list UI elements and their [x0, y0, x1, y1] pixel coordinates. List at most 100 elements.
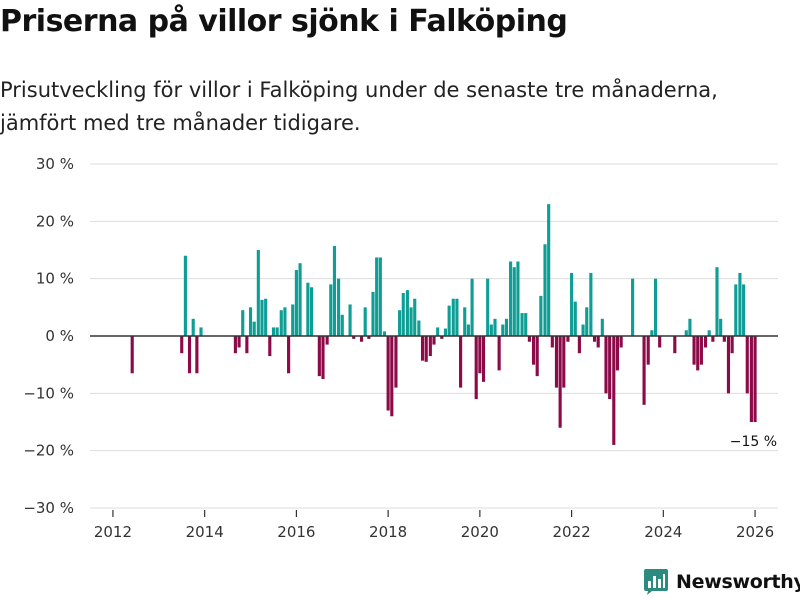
- bar-positive: [199, 327, 203, 336]
- x-tick-label: 2014: [186, 523, 224, 541]
- bar-positive: [742, 284, 746, 336]
- bar-negative: [722, 336, 726, 342]
- x-tick-label: 2026: [736, 523, 774, 541]
- bar-positive: [248, 307, 253, 336]
- bar-positive: [256, 250, 260, 336]
- chart-title: Priserna på villor sjönk i Falköping: [0, 4, 568, 39]
- bar-negative: [478, 336, 482, 374]
- bar-negative: [527, 336, 531, 342]
- bar-positive: [653, 278, 658, 336]
- bar-positive: [348, 304, 352, 336]
- bar-positive: [734, 284, 738, 336]
- x-tick-label: 2024: [644, 523, 682, 541]
- x-tick-label: 2020: [461, 523, 499, 541]
- bar-positive: [275, 327, 279, 336]
- bar-negative: [711, 336, 715, 342]
- bar-positive: [409, 307, 413, 336]
- bar-positive: [719, 318, 723, 336]
- bar-positive: [585, 307, 589, 336]
- x-tick-label: 2022: [553, 523, 591, 541]
- x-axis-ticks: 2012 2014 2016 2018 2020 2022 2024 2026: [94, 510, 774, 541]
- bar-positive: [241, 310, 245, 336]
- bar-negative: [459, 336, 463, 388]
- bar-positive: [570, 272, 574, 336]
- bar-negative: [394, 336, 398, 388]
- bar-negative: [619, 336, 623, 348]
- bar-positive: [378, 257, 382, 336]
- bar-positive: [279, 310, 283, 336]
- bar-positive: [443, 328, 448, 336]
- bar-positive: [493, 318, 497, 336]
- bar-positive: [417, 320, 421, 336]
- bar-positive: [413, 298, 417, 336]
- bar-positive: [309, 287, 314, 336]
- x-tick-label: 2018: [369, 523, 407, 541]
- bar-positive: [455, 298, 459, 336]
- bar-positive: [688, 318, 692, 336]
- bar-negative: [550, 336, 554, 348]
- bar-positive: [539, 295, 543, 336]
- bar-negative: [592, 336, 597, 342]
- bar-negative: [535, 336, 539, 377]
- y-tick-label: −10 %: [23, 384, 74, 402]
- bar-positive: [405, 290, 409, 336]
- bar-negative: [673, 336, 677, 354]
- bar-positive: [463, 307, 467, 336]
- bar-positive: [524, 313, 528, 336]
- brand-name: Newsworthy: [676, 571, 800, 593]
- bar-positive: [489, 324, 493, 336]
- bar-positive: [466, 324, 470, 336]
- bar-positive: [589, 272, 593, 336]
- bar-negative: [497, 336, 501, 371]
- bar-negative: [699, 336, 703, 365]
- bars: [130, 204, 757, 445]
- bar-positive: [501, 324, 505, 336]
- bar-negative: [481, 336, 486, 382]
- bar-negative: [577, 336, 581, 354]
- bar-negative: [696, 336, 700, 371]
- bar-positive: [684, 330, 688, 336]
- bar-positive: [264, 298, 268, 336]
- grid-lines: [90, 163, 778, 509]
- bar-positive: [512, 267, 516, 336]
- bar-negative: [428, 336, 432, 357]
- bar-negative: [390, 336, 394, 417]
- bar-positive: [509, 261, 513, 336]
- bar-positive: [260, 299, 264, 336]
- y-tick-label: 20 %: [36, 212, 74, 230]
- bar-positive: [738, 272, 742, 336]
- bar-positive: [371, 291, 375, 336]
- y-tick-label: 0 %: [45, 327, 74, 345]
- bar-negative: [420, 336, 425, 361]
- y-tick-label: −30 %: [23, 499, 74, 517]
- bar-positive: [650, 330, 654, 336]
- bar-negative: [237, 336, 241, 348]
- bar-negative: [749, 336, 753, 422]
- bar-positive: [306, 282, 310, 336]
- bar-positive: [715, 267, 719, 336]
- bar-negative: [604, 336, 608, 394]
- bar-positive: [375, 257, 379, 336]
- bar-positive: [520, 313, 524, 336]
- bar-positive: [470, 278, 474, 336]
- bar-negative: [180, 336, 184, 354]
- y-tick-label: 10 %: [36, 270, 74, 288]
- bar-negative: [187, 336, 192, 374]
- bar-negative: [753, 336, 757, 422]
- bar-negative: [268, 336, 272, 357]
- bar-positive: [271, 327, 276, 336]
- bar-negative: [245, 336, 249, 354]
- bar-negative: [566, 336, 570, 342]
- bar-positive: [363, 307, 367, 336]
- bar-positive: [298, 263, 302, 336]
- bar-positive: [451, 298, 455, 336]
- bar-negative: [325, 336, 329, 345]
- bar-negative: [317, 336, 321, 377]
- bar-negative: [474, 336, 478, 400]
- bar-negative: [554, 336, 559, 388]
- bar-positive: [543, 244, 547, 336]
- bar-positive: [283, 307, 287, 336]
- bar-positive: [191, 318, 195, 336]
- chart-subtitle: Prisutveckling för villor i Falköping un…: [0, 78, 718, 135]
- bar-positive: [516, 261, 520, 336]
